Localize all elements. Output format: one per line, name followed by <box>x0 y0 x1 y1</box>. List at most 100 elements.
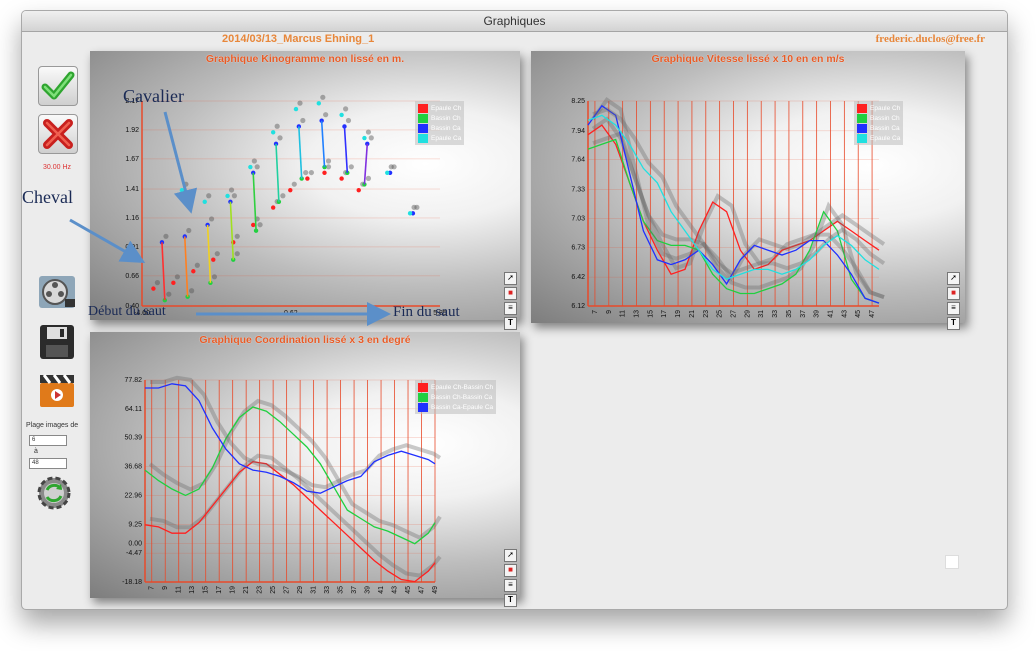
pointer-tool-button[interactable]: ➚ <box>504 549 517 562</box>
y-tick-label: 7.64 <box>571 157 585 164</box>
kinogram-plot: 2.17 1.92 1.67 1.41 1.16 0.91 0.66 0.40-4.60 0.6… <box>125 94 447 317</box>
data-point <box>151 286 156 291</box>
x-tick-label: 25 <box>270 586 277 594</box>
series-shadow <box>591 97 885 299</box>
data-point <box>288 187 293 193</box>
series-line <box>144 461 436 583</box>
x-tick-label: 35 <box>338 586 345 594</box>
debut-annotation: Début du saut <box>88 304 166 319</box>
clapper-button[interactable] <box>38 371 76 409</box>
chart-title: Graphique Coordination lissé x 3 en degr… <box>199 334 411 346</box>
legend-swatch <box>418 133 428 143</box>
x-tick-label: 17 <box>216 586 223 594</box>
x-tick-label: 35 <box>786 310 793 318</box>
x-tick-label: 19 <box>675 310 682 318</box>
shadow-point <box>300 117 306 124</box>
text-tool-button[interactable]: T <box>947 317 960 330</box>
validate-button[interactable] <box>38 66 78 106</box>
x-tick-label: 29 <box>297 586 304 594</box>
x-tick-label: 13 <box>189 586 196 594</box>
legend-item: Bassin Ch-Bassin Ca <box>418 392 493 402</box>
y-tick-label: 2.17 <box>125 98 139 105</box>
data-point <box>339 112 344 118</box>
data-point <box>356 187 361 193</box>
data-point <box>202 199 207 204</box>
shadow-point <box>234 251 240 257</box>
shadow-point <box>208 216 215 222</box>
zoom-tool-button[interactable]: ≡ <box>504 579 517 592</box>
body-segment <box>206 224 212 283</box>
y-tick-label: 6.73 <box>571 244 585 251</box>
legend-swatch <box>418 382 428 392</box>
shadow-point <box>388 164 394 170</box>
legend-item: Epaule Ch-Bassin Ch <box>418 382 493 392</box>
record-tool-button[interactable]: ■ <box>947 287 960 300</box>
record-tool-button[interactable]: ■ <box>504 287 517 300</box>
shadow-point <box>365 175 372 181</box>
x-tick-label: 43 <box>841 310 848 318</box>
refresh-button[interactable] <box>34 473 74 513</box>
x-tick-label: 11 <box>620 310 627 317</box>
y-tick-label: 77.82 <box>124 377 142 384</box>
email-label: frederic.duclos@free.fr <box>875 33 985 45</box>
y-tick-label: 7.03 <box>571 215 585 222</box>
data-point <box>251 222 256 228</box>
text-tool-button[interactable]: T <box>504 317 517 330</box>
x-tick-label: 31 <box>311 586 318 594</box>
body-segment <box>275 143 280 202</box>
record-tool-button[interactable]: ■ <box>504 564 517 577</box>
range-start-input[interactable]: 6 <box>29 435 67 446</box>
y-tick-label: 6.12 <box>571 303 585 310</box>
body-segment <box>229 201 235 260</box>
zoom-tool-button[interactable]: ≡ <box>504 302 517 315</box>
x-tick-label: 15 <box>647 310 654 318</box>
x-tick-label: 39 <box>365 586 372 594</box>
x-tick-label: 9 <box>162 586 169 590</box>
data-point <box>208 280 213 286</box>
shadow-point <box>323 112 329 118</box>
legend-item: Bassin Ca <box>418 123 461 133</box>
x-tick-label: 27 <box>284 586 291 594</box>
video-button[interactable] <box>38 273 76 311</box>
body-segment <box>363 143 369 185</box>
x-tick-label: 37 <box>800 310 807 318</box>
data-point <box>171 280 176 286</box>
data-point <box>362 182 367 187</box>
x-tick-label: 41 <box>828 310 835 318</box>
cheval-annotation: Cheval <box>22 187 73 207</box>
data-point <box>345 170 350 176</box>
chart-legend: Epaule Ch Bassin Ch Bassin Ca Epaule Ca <box>854 101 904 145</box>
data-point <box>270 205 276 210</box>
blank-square <box>945 555 959 569</box>
y-tick-label: 36.68 <box>124 464 142 471</box>
legend-item: Epaule Ch <box>857 103 900 113</box>
legend-item: Epaule Ca <box>857 133 900 143</box>
legend-swatch <box>418 402 428 412</box>
chart-title: Graphique Kinogramme non lissé en m. <box>205 53 405 65</box>
pointer-tool-button[interactable]: ➚ <box>947 272 960 285</box>
y-tick-label: 1.41 <box>125 186 139 193</box>
data-point <box>299 176 304 181</box>
body-segment <box>343 126 349 173</box>
legend-swatch <box>857 133 867 143</box>
x-tick-label: 27 <box>731 310 738 318</box>
data-point <box>273 141 279 147</box>
save-button[interactable] <box>38 323 76 361</box>
legend-swatch <box>418 103 428 113</box>
x-tick-label: 23 <box>703 310 710 318</box>
shadow-point <box>368 135 374 141</box>
shadow-point <box>308 169 314 176</box>
coordination-plot: 77.82 64.11 50.39 36.68 22.96 9.25 0.00 -4.47 -1… <box>122 375 442 594</box>
text-tool-button[interactable]: T <box>504 594 517 607</box>
cancel-button[interactable] <box>38 114 78 154</box>
y-tick-label: -18.18 <box>122 579 142 586</box>
zoom-tool-button[interactable]: ≡ <box>947 302 960 315</box>
range-end-input[interactable]: 48 <box>29 458 67 469</box>
body-segment <box>298 126 303 179</box>
x-tick-label: 0.62 <box>284 310 298 317</box>
shadow-point <box>214 251 220 257</box>
data-point <box>322 170 327 176</box>
pointer-tool-button[interactable]: ➚ <box>504 272 517 285</box>
shadow-point <box>231 193 238 199</box>
series-line <box>587 104 880 304</box>
